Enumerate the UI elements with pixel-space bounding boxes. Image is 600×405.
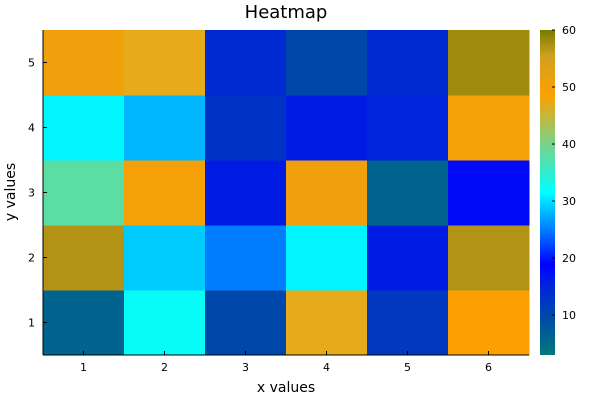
heatmap-cell	[43, 290, 125, 356]
y-tick-label: 2	[28, 252, 35, 265]
heatmap-cell	[448, 30, 530, 96]
heatmap-cell	[124, 30, 206, 96]
heatmap-cell	[448, 160, 530, 226]
heatmap-cell	[448, 95, 530, 161]
heatmap-cell	[286, 30, 368, 96]
heatmap-cell	[124, 290, 206, 356]
heatmap-cell	[43, 160, 125, 226]
heatmap-cell	[448, 225, 530, 291]
y-tick-label: 4	[28, 122, 35, 135]
heatmap-cell	[286, 225, 368, 291]
y-tick-label: 1	[28, 317, 35, 330]
colorbar-tick-labels: 10 20 30 40 50 60	[552, 24, 576, 322]
y-axis-label: y values	[3, 163, 19, 221]
heatmap-cell	[124, 95, 206, 161]
x-tick-label: 5	[404, 361, 411, 374]
x-axis-label: x values	[257, 380, 315, 396]
heatmap-cell	[124, 225, 206, 291]
x-tick-label: 4	[323, 361, 330, 374]
heatmap-cell	[43, 225, 125, 291]
heatmap-cell	[286, 95, 368, 161]
heatmap-cell	[367, 290, 449, 356]
heatmap-cell	[205, 225, 287, 291]
colorbar-tick-label: 50	[562, 81, 576, 94]
heatmap-cell	[286, 160, 368, 226]
colorbar-tick-label: 40	[562, 138, 576, 151]
chart-title: Heatmap	[245, 2, 328, 23]
colorbar	[540, 30, 555, 355]
heatmap-cell	[448, 290, 530, 356]
x-tick-label: 3	[242, 361, 249, 374]
heatmap-cell	[205, 290, 287, 356]
heatmap-cell	[367, 95, 449, 161]
heatmap-cell	[43, 30, 125, 96]
heatmap-cell	[286, 290, 368, 356]
x-tick-label: 2	[161, 361, 168, 374]
heatmap-cell	[367, 160, 449, 226]
heatmap-cell	[205, 160, 287, 226]
y-tick-labels: 1 2 3 4 5	[28, 57, 47, 330]
heatmap-cells	[43, 30, 530, 356]
heatmap-cell	[367, 225, 449, 291]
y-tick-label: 3	[28, 187, 35, 200]
heatmap-cell	[367, 30, 449, 96]
colorbar-tick-label: 10	[562, 309, 576, 322]
heatmap-cell	[124, 160, 206, 226]
heatmap-cell	[43, 95, 125, 161]
x-tick-labels: 1 2 3 4 5 6	[80, 351, 492, 374]
x-tick-label: 1	[80, 361, 87, 374]
colorbar-tick-label: 20	[562, 252, 576, 265]
heatmap-cell	[205, 95, 287, 161]
heatmap-cell	[205, 30, 287, 96]
x-tick-label: 6	[485, 361, 492, 374]
y-tick-label: 5	[28, 57, 35, 70]
colorbar-tick-label: 60	[562, 24, 576, 37]
colorbar-tick-label: 30	[562, 195, 576, 208]
